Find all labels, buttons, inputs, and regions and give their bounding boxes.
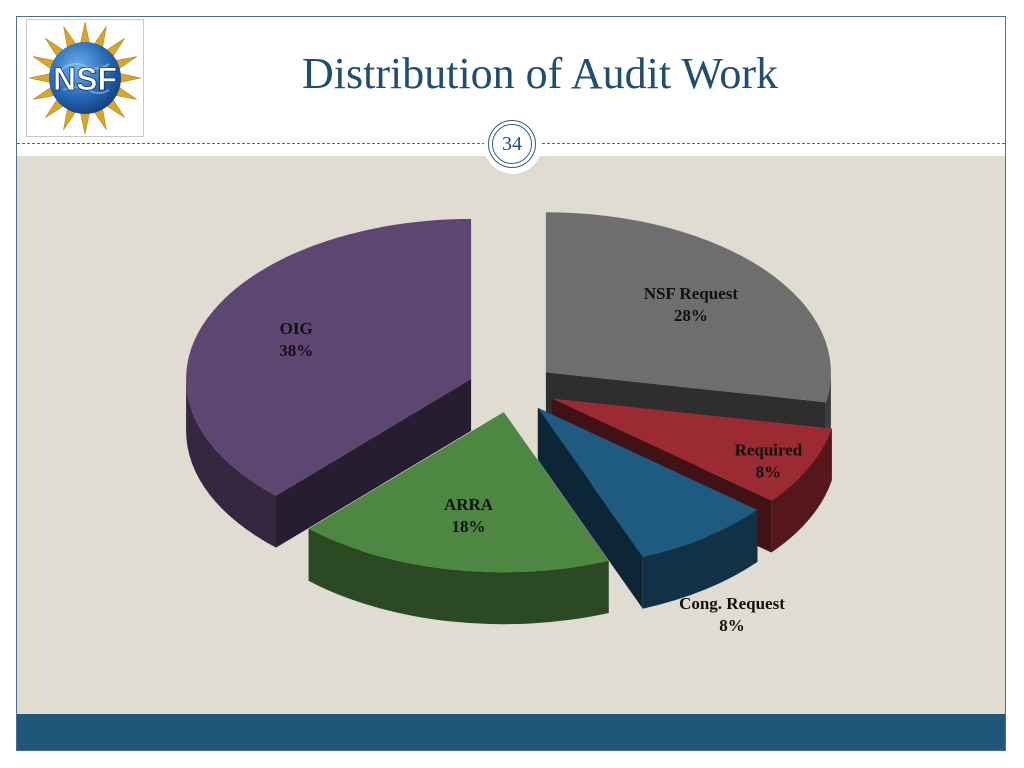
slice-value-oig: 38% <box>279 341 313 360</box>
pie-labels: NSF Request 28% Required 8% Cong. Request 8% A… <box>279 284 803 635</box>
slice-label-nsf-request: NSF Request <box>644 284 739 303</box>
page-number: 34 <box>502 132 522 155</box>
pie-slice-oig <box>186 218 472 548</box>
pie-slice-side <box>308 528 609 625</box>
pie-slice-side <box>642 509 758 609</box>
pie-slice-side <box>186 378 276 548</box>
nsf-logo-text: NSF <box>53 61 117 97</box>
slice-value-nsf-request: 28% <box>674 306 708 325</box>
slice-label-arra: ARRA <box>444 495 494 514</box>
slice-label-required: Required <box>735 441 803 460</box>
nsf-logo-graphic: NSF <box>28 21 142 135</box>
pie-slice-top <box>551 398 832 501</box>
pie-slice-cong-request <box>537 407 758 609</box>
slice-value-required: 8% <box>756 463 782 482</box>
pie-slice-top <box>545 212 831 403</box>
pie-slice-side <box>771 428 832 553</box>
slice-value-arra: 18% <box>452 517 486 536</box>
pie-slice-top <box>537 407 758 557</box>
slice-value-cong-request: 8% <box>719 616 745 635</box>
slide-title: Distribution of Audit Work <box>302 49 778 98</box>
pie-slice-top <box>308 412 609 573</box>
pie-slice-top <box>186 218 472 496</box>
slice-label-cong-request: Cong. Request <box>679 594 785 613</box>
page-number-badge: 34 <box>484 116 542 174</box>
pie-slice-arra <box>308 412 609 625</box>
pie-slices <box>186 212 832 625</box>
slice-label-oig: OIG <box>280 319 313 338</box>
footer-bar <box>17 714 1005 750</box>
pie-slice-wall <box>537 407 643 609</box>
pie-slice-wall <box>275 378 472 548</box>
nsf-logo: NSF <box>26 19 144 137</box>
